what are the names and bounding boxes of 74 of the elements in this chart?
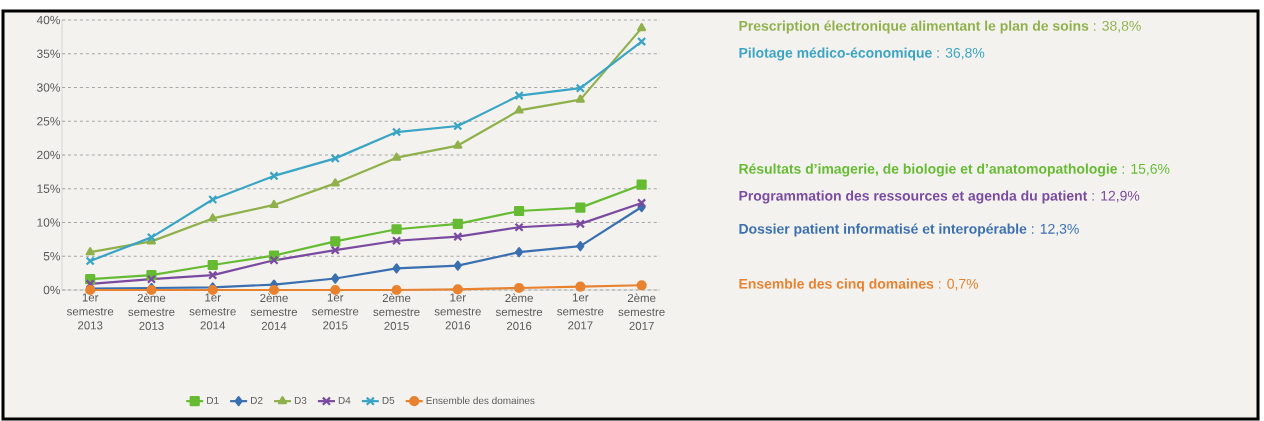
text: Dossier patient informatisé et interopérable : 12,3% [739, 223, 1079, 237]
y-tick-label: 40% [36, 15, 61, 25]
x-tick-label: 2ème semestre 2016 [495, 293, 543, 330]
x-tick-label: 1er semestre 2014 [189, 293, 236, 330]
point [636, 198, 647, 208]
y-tick-label: 15% [37, 184, 61, 193]
point [514, 90, 524, 101]
point [575, 219, 585, 229]
point [330, 178, 340, 187]
point [207, 259, 218, 271]
point [514, 105, 524, 114]
point [576, 241, 585, 252]
legend-label: D3 [294, 396, 307, 404]
point [146, 232, 157, 242]
y-tick-label: 0% [43, 285, 61, 295]
point [636, 179, 647, 190]
point [208, 194, 218, 205]
x-tick-label: 2ème semestre 2017 [618, 293, 665, 330]
point [330, 153, 340, 164]
point [575, 202, 586, 213]
point [269, 199, 279, 209]
y-tick-label: 5% [43, 252, 61, 261]
point [391, 224, 402, 235]
y-tick-label: 25% [37, 117, 61, 126]
point [85, 256, 95, 266]
point [637, 23, 647, 32]
point [453, 232, 463, 242]
text: Ensemble des cinq domaines : 0,7% [739, 278, 979, 292]
legend-label: D4 [338, 396, 351, 404]
point [330, 236, 341, 247]
point [269, 255, 279, 265]
point [208, 270, 218, 280]
point [391, 236, 402, 246]
point [391, 127, 402, 137]
point [636, 280, 647, 291]
x-tick-label: 1er semestre 2016 [434, 293, 481, 330]
x-tick-label: 2ème semestre 2013 [128, 293, 175, 330]
x-tick-label: 2ème semestre 2014 [250, 293, 298, 330]
point [453, 260, 462, 271]
legend-label: D1 [207, 396, 219, 404]
point [453, 121, 463, 131]
x-tick-label: 1er semestre 2017 [557, 293, 604, 330]
point [452, 218, 463, 229]
y-tick-label: 20% [37, 150, 61, 160]
point [392, 263, 401, 274]
text: Résultats d’imagerie, de biologie et d’anatomopathologie : 15,6% [739, 163, 1170, 177]
point [453, 140, 463, 149]
point [330, 245, 340, 255]
point [146, 274, 157, 284]
point [208, 213, 218, 222]
text: Pilotage médico-économique : 36,8% [739, 47, 985, 61]
legend-label: D5 [382, 396, 395, 404]
point [575, 281, 586, 292]
point [85, 247, 95, 256]
point [513, 205, 525, 217]
text: Prescription électronique alimentant le plan de soins : 38,8% [739, 20, 1141, 34]
y-tick-label: 30% [37, 83, 61, 92]
legend-label: D2 [251, 396, 263, 404]
point [514, 247, 524, 258]
x-tick-label: 1er semestre 2015 [312, 293, 359, 330]
point [575, 83, 585, 93]
y-tick-label: 35% [37, 49, 61, 58]
y-tick-label: 10% [37, 218, 61, 227]
point [575, 94, 585, 103]
legend-label: Ensemble des domaines [426, 396, 535, 405]
text: Programmation des ressources et agenda du patient : 12,9% [739, 190, 1140, 204]
point [514, 222, 524, 232]
point [636, 36, 647, 47]
x-tick-label: 2ème semestre 2015 [373, 293, 420, 330]
point [331, 273, 340, 284]
point [391, 152, 402, 161]
x-tick-label: 1er semestre 2013 [66, 293, 114, 330]
point [269, 171, 279, 181]
point [513, 282, 525, 294]
